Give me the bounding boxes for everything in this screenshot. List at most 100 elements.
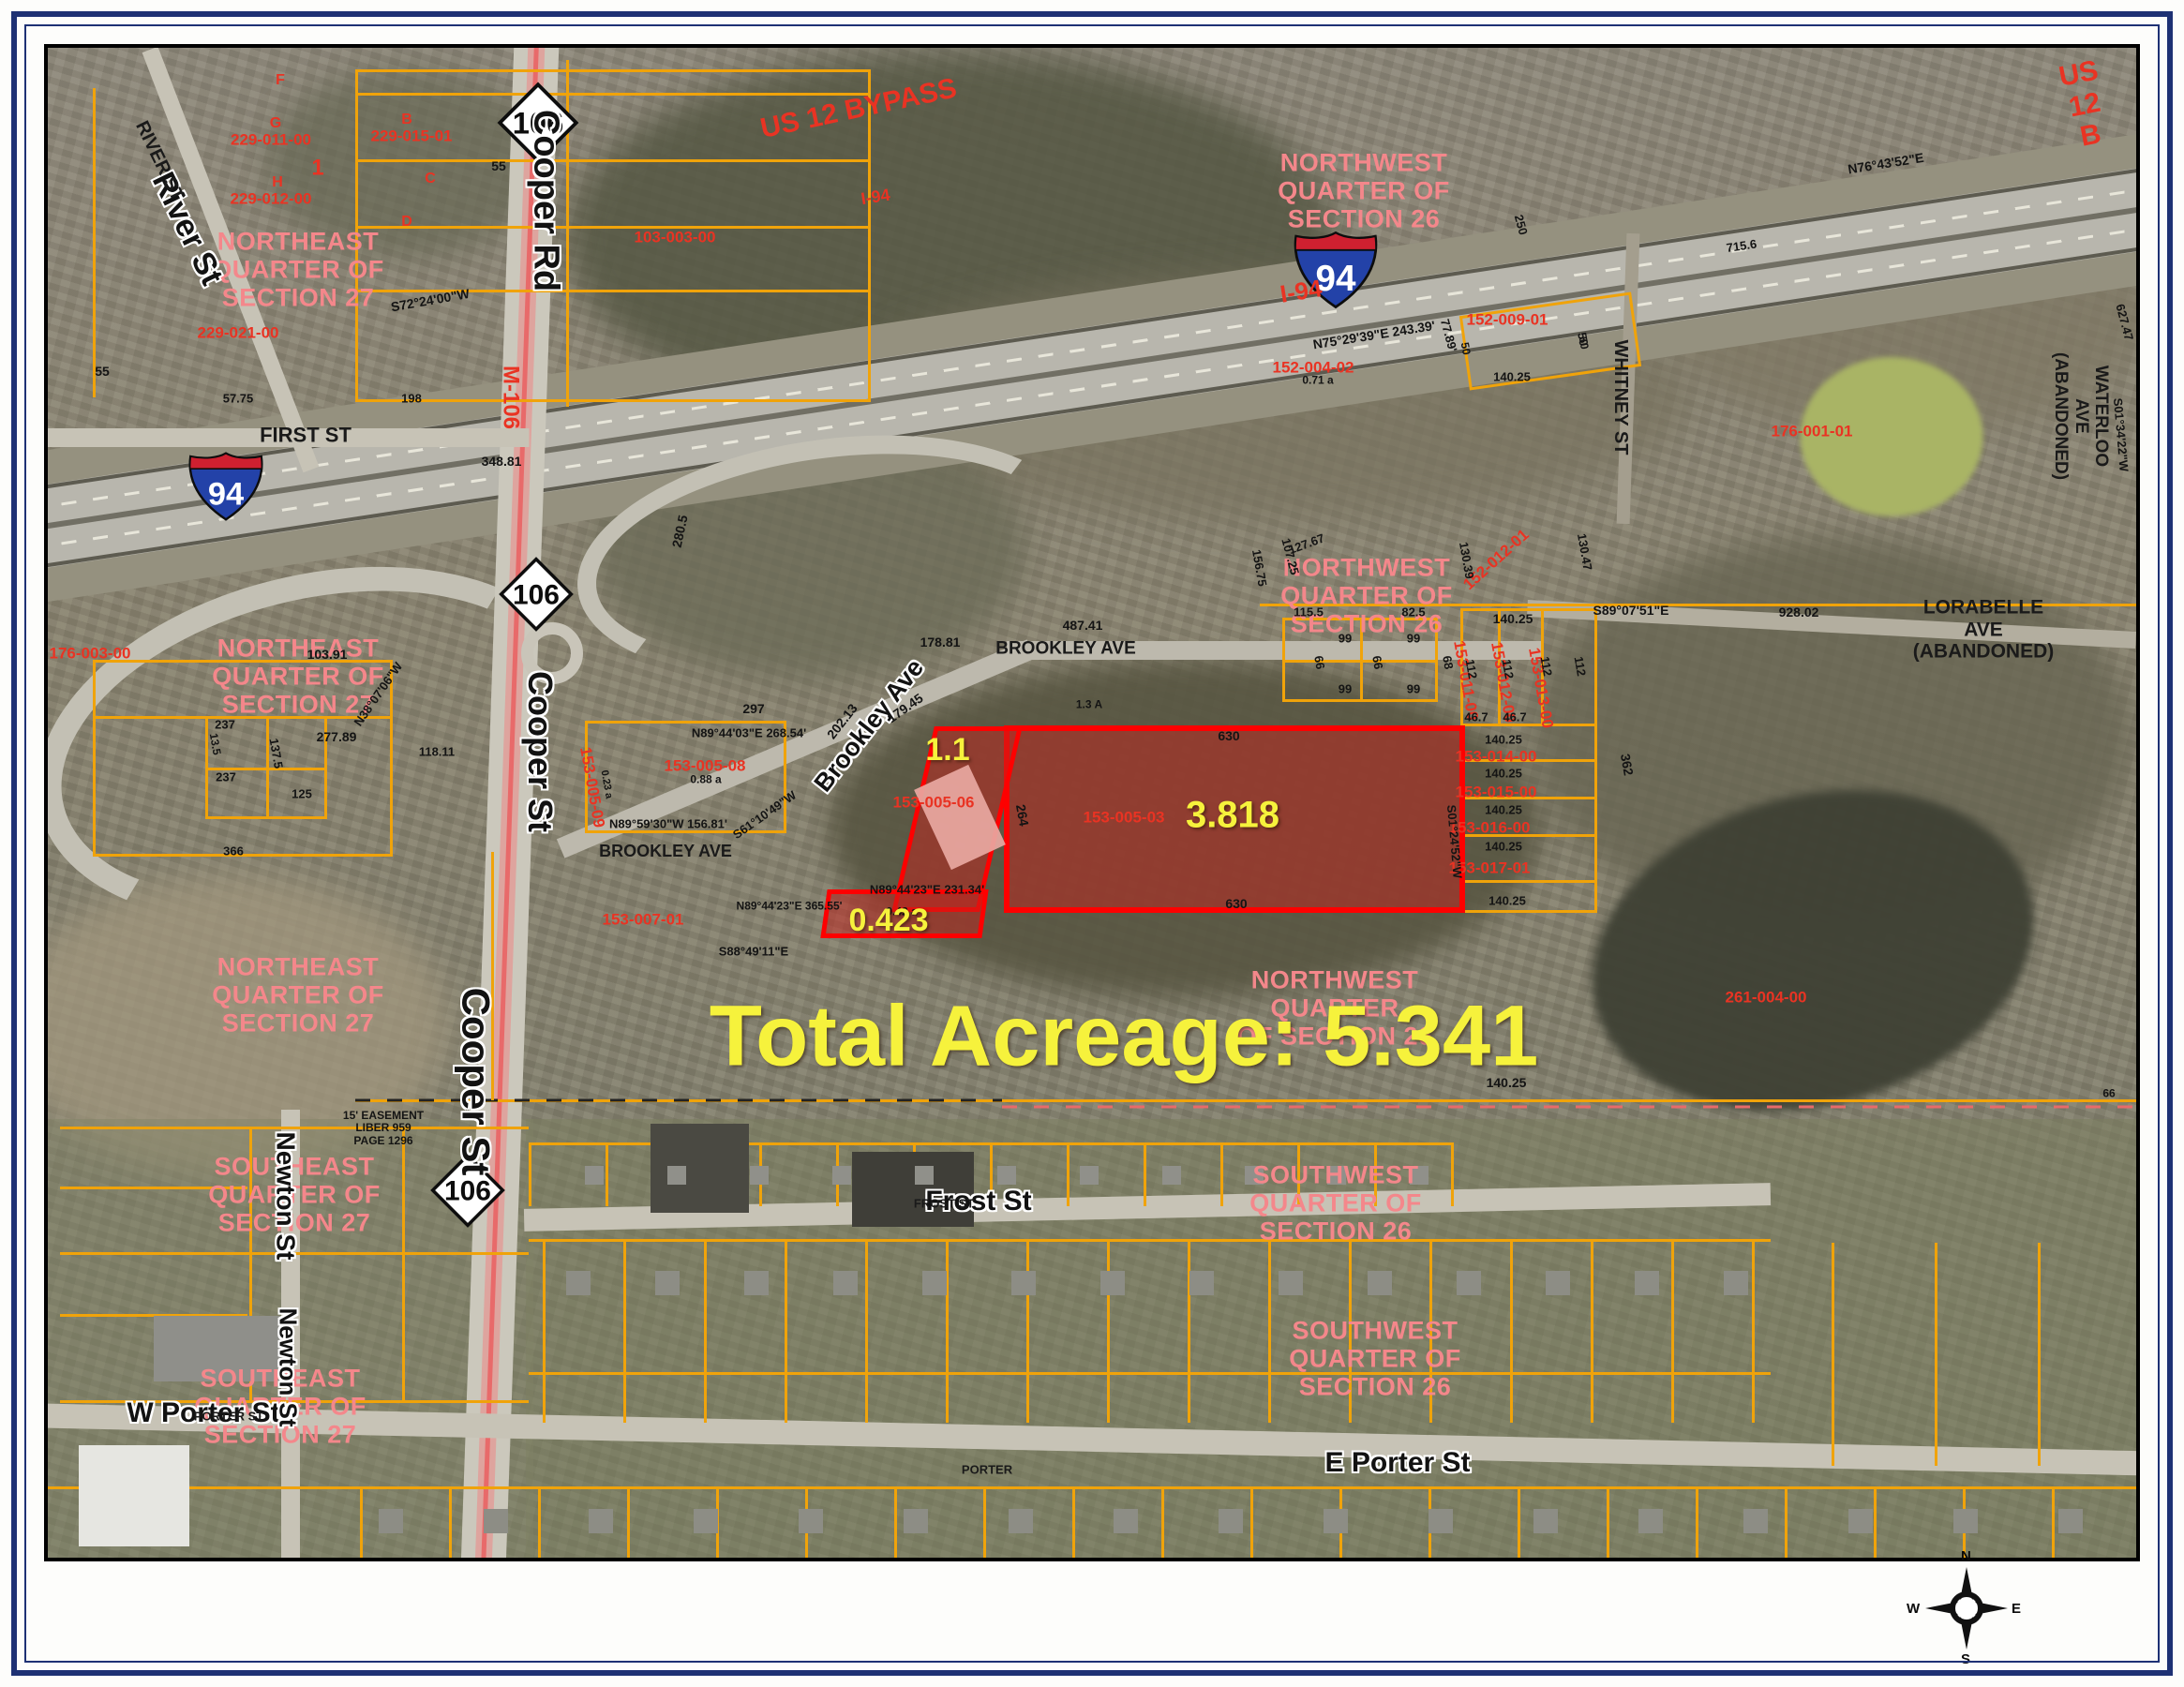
street-label: PORTER bbox=[961, 1462, 1013, 1477]
map-shape bbox=[205, 768, 327, 770]
parcel-line bbox=[1591, 1239, 1593, 1423]
parcel-letter: 1 bbox=[311, 155, 324, 181]
parcel-id: 103-003-00 bbox=[634, 228, 716, 246]
parcel-id: 153-005-06 bbox=[892, 793, 975, 812]
first-st-road bbox=[48, 428, 530, 447]
map-shape bbox=[60, 1252, 529, 1255]
parcel-153-005-08 bbox=[585, 721, 786, 833]
house bbox=[1638, 1509, 1663, 1533]
svg-text:106: 106 bbox=[513, 106, 563, 141]
street-label: Newton St bbox=[274, 1307, 303, 1427]
map-shape bbox=[60, 1400, 529, 1403]
dimension: 0.88 a bbox=[690, 772, 722, 786]
dimension: 50 bbox=[1576, 336, 1592, 351]
house bbox=[1327, 1166, 1346, 1185]
house bbox=[1219, 1509, 1243, 1533]
map-shape bbox=[249, 1127, 252, 1400]
section-label: NORTHWEST QUARTER OF SECTION 26 bbox=[1278, 148, 1450, 234]
parcel-line bbox=[2052, 1486, 2055, 1558]
dimension: 57.75 bbox=[222, 391, 254, 406]
parcel-letter: G bbox=[269, 115, 282, 132]
dimension: 140.25 bbox=[1493, 369, 1531, 384]
parcel-id: 152-004-02 bbox=[1272, 358, 1354, 377]
dimension: 140.25 bbox=[1492, 611, 1533, 627]
house bbox=[1457, 1271, 1481, 1295]
house bbox=[484, 1509, 508, 1533]
parcel-line bbox=[894, 1486, 897, 1558]
section-label: SOUTHWEST QUARTER OF SECTION 26 bbox=[1249, 1160, 1422, 1247]
total-acreage-label: Total Acreage: 5.341 bbox=[709, 988, 1539, 1084]
dimension: 140.25 bbox=[1488, 893, 1526, 908]
dimension: 125 bbox=[292, 786, 312, 801]
compass-south-label: S bbox=[1961, 1651, 1971, 1667]
parcel-line bbox=[1144, 1142, 1146, 1206]
dimension: 99 bbox=[1338, 681, 1353, 696]
dimension: 237 bbox=[216, 769, 236, 784]
dimension: 348.81 bbox=[481, 454, 522, 470]
parcel-line bbox=[946, 1239, 949, 1423]
parcel-id: 229-012-00 bbox=[230, 189, 312, 208]
house bbox=[379, 1509, 403, 1533]
bearing: N89°44'03"E 268.54' bbox=[691, 725, 807, 740]
svg-text:94: 94 bbox=[208, 477, 244, 513]
svg-text:106: 106 bbox=[513, 580, 560, 611]
house bbox=[1011, 1271, 1036, 1295]
state-route-106-shield: 106 bbox=[493, 78, 583, 168]
street-label: WATERLOO AVE (ABANDONED) bbox=[2051, 351, 2111, 481]
dimension: 366 bbox=[223, 844, 244, 858]
title-block: Jackson County, MI 10/23/2025 The intent… bbox=[44, 1563, 2140, 1666]
section-label: NORTHWEST QUARTER OF SECTION 26 bbox=[1236, 965, 1433, 1052]
house bbox=[1724, 1271, 1748, 1295]
street-label: Newton St bbox=[271, 1131, 301, 1261]
pond-green bbox=[1800, 357, 1983, 516]
parcel-line bbox=[1067, 1142, 1070, 1206]
dimension: 140.25 bbox=[1486, 1075, 1527, 1091]
map-shape bbox=[1498, 608, 1501, 724]
map-shape bbox=[48, 1486, 2136, 1489]
street-label: Cooper St bbox=[454, 987, 499, 1176]
dimension: 0.71 a bbox=[1302, 373, 1334, 387]
parcel-line bbox=[1451, 1142, 1454, 1206]
dimension: 277.89 bbox=[316, 729, 357, 745]
street-label: W Porter St bbox=[127, 1397, 280, 1429]
dimension: 99 bbox=[1406, 631, 1421, 646]
dimension: 112 bbox=[1571, 655, 1589, 678]
state-route-106-shield: 106 bbox=[426, 1149, 509, 1232]
parcel-line bbox=[1607, 1486, 1609, 1558]
parcel-line bbox=[1297, 1142, 1300, 1206]
parcel-letter: B bbox=[401, 112, 412, 128]
house bbox=[904, 1509, 928, 1533]
parcel-id: 261-004-00 bbox=[1725, 988, 1807, 1007]
parcel-id: 153-016-00 bbox=[1448, 818, 1531, 837]
bearing: N89°44'23"E 365.55' bbox=[736, 899, 843, 913]
parcel-line bbox=[2038, 1243, 2041, 1466]
newton-st-road bbox=[281, 1110, 300, 1558]
street-label: E Porter St bbox=[1324, 1447, 1471, 1479]
dimension: 46.7 bbox=[1464, 709, 1488, 724]
dimension: 82.5 bbox=[1401, 605, 1426, 620]
parcel-line bbox=[1250, 1486, 1253, 1558]
dimension: 297 bbox=[742, 701, 765, 717]
house bbox=[1635, 1271, 1659, 1295]
parcel-line bbox=[1107, 1239, 1110, 1423]
parcel-line bbox=[360, 1486, 363, 1558]
dimension: 112 bbox=[1499, 658, 1517, 680]
parcel-line bbox=[1268, 1239, 1271, 1423]
house bbox=[1162, 1166, 1181, 1185]
house bbox=[566, 1271, 591, 1295]
dimension: 115.5 bbox=[1294, 605, 1324, 620]
parcel-line bbox=[623, 1239, 626, 1423]
section-label: NORTHEAST QUARTER OF SECTION 27 bbox=[212, 227, 384, 313]
dimension: 362 bbox=[1617, 752, 1637, 777]
parcel-line bbox=[627, 1486, 630, 1558]
dimension: 140.25 bbox=[1485, 802, 1522, 817]
street-label: WHITNEY ST bbox=[1610, 339, 1632, 455]
map-shape bbox=[355, 226, 871, 229]
dimension: 68 bbox=[1440, 654, 1457, 671]
section-label: NORTHWEST QUARTER OF SECTION 26 bbox=[1280, 553, 1453, 639]
street-label: BROOKLEY AVE bbox=[995, 638, 1136, 659]
parcel-id: 229-011-00 bbox=[230, 130, 312, 149]
house bbox=[915, 1166, 934, 1185]
street-label: BROOKLEY AVE bbox=[599, 841, 732, 860]
parcel-letter: D bbox=[401, 214, 412, 231]
